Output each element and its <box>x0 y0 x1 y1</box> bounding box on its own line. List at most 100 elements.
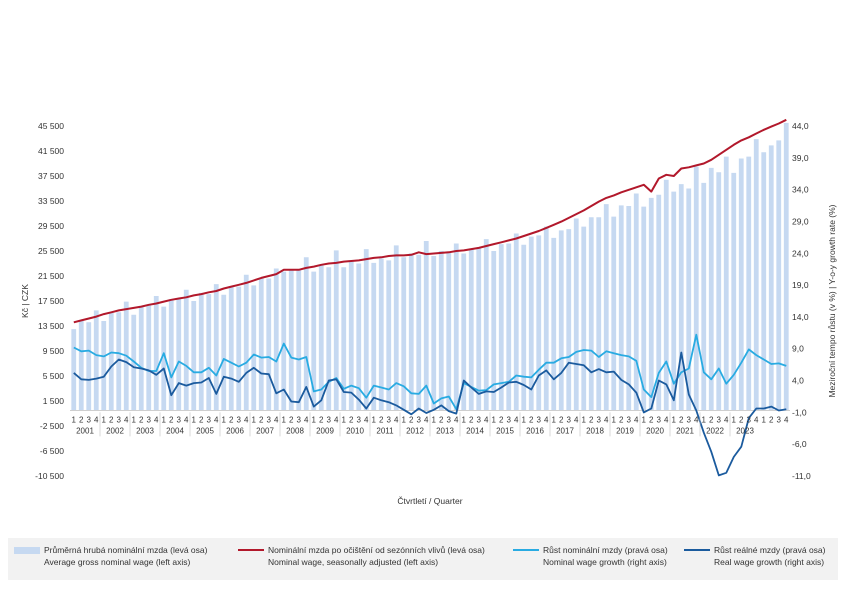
x-tick-year: 2007 <box>256 426 274 435</box>
chart-legend: Průměrná hrubá nominální mzda (levá osa)… <box>8 538 838 580</box>
bar-gross-wage <box>641 206 647 411</box>
y-tick-label-left: 1 500 <box>43 396 65 406</box>
y-tick-label-right: -1,0 <box>792 407 807 417</box>
y-axis-title-right: Meziroční tempo růstu (v %) | Y-o-y grow… <box>827 204 837 397</box>
x-tick-quarter: 3 <box>417 415 422 424</box>
y-tick-label-right: 24,0 <box>792 248 809 258</box>
x-tick-quarter: 3 <box>687 415 692 424</box>
y-axis-title-left: Kč | CZK <box>20 284 30 318</box>
x-tick-quarter: 3 <box>507 415 512 424</box>
bar-gross-wage <box>618 205 624 411</box>
x-tick-year: 2004 <box>166 426 184 435</box>
y-tick-label-left: 13 500 <box>38 321 64 331</box>
bar-gross-wage <box>236 286 242 411</box>
x-tick-quarter: 2 <box>289 415 294 424</box>
x-tick-quarter: 1 <box>252 415 257 424</box>
bar-gross-wage <box>431 256 437 411</box>
bar-gross-wage <box>446 251 452 411</box>
y-tick-label-left: 41 500 <box>38 146 64 156</box>
x-tick-quarter: 4 <box>94 415 99 424</box>
bar-gross-wage <box>251 285 257 411</box>
legend-label-cz: Růst nominální mzdy (pravá osa) <box>543 545 668 555</box>
bar-gross-wage <box>491 251 497 411</box>
bar-gross-wage <box>116 312 122 411</box>
bar-gross-wage <box>266 278 272 411</box>
bar-gross-wage <box>521 244 527 411</box>
bar-gross-wage <box>206 294 212 411</box>
x-tick-quarter: 3 <box>117 415 122 424</box>
x-tick-quarter: 2 <box>379 415 384 424</box>
x-tick-quarter: 4 <box>304 415 309 424</box>
bar-gross-wage <box>611 216 617 411</box>
legend-label: Růst reálné mzdy (pravá osa) Real wage g… <box>714 544 826 568</box>
y-tick-label-right: 4,0 <box>792 376 804 386</box>
x-tick-quarter: 1 <box>432 415 437 424</box>
x-tick-quarter: 3 <box>477 415 482 424</box>
legend-label: Nominální mzda po očištění od sezónních … <box>268 544 485 568</box>
x-tick-quarter: 3 <box>597 415 602 424</box>
bar-gross-wage <box>258 277 264 411</box>
x-tick-quarter: 2 <box>169 415 174 424</box>
x-tick-quarter: 2 <box>349 415 354 424</box>
bar-gross-wage <box>746 156 752 411</box>
bar-gross-wage <box>281 271 287 411</box>
x-tick-quarter: 4 <box>424 415 429 424</box>
x-tick-quarter: 3 <box>657 415 662 424</box>
legend-label-cz: Nominální mzda po očištění od sezónních … <box>268 545 485 555</box>
x-tick-quarter: 4 <box>334 415 339 424</box>
bar-gross-wage <box>603 204 609 411</box>
x-tick-quarter: 2 <box>679 415 684 424</box>
x-tick-year: 2010 <box>346 426 364 435</box>
bar-gross-wage <box>461 253 467 411</box>
bar-gross-wage <box>108 312 114 411</box>
bar-gross-wage <box>453 243 459 411</box>
x-tick-quarter: 2 <box>199 415 204 424</box>
x-tick-year: 2015 <box>496 426 514 435</box>
line-nominal-growth <box>73 333 787 411</box>
x-tick-quarter: 2 <box>649 415 654 424</box>
bar-gross-wage <box>243 274 249 411</box>
bar-gross-wage <box>768 145 774 411</box>
x-tick-quarter: 1 <box>672 415 677 424</box>
x-tick-quarter: 1 <box>642 415 647 424</box>
y-tick-label-right: 9,0 <box>792 344 804 354</box>
legend-swatch-bar <box>14 547 40 554</box>
bar-gross-wage <box>273 268 279 411</box>
x-tick-quarter: 3 <box>567 415 572 424</box>
x-tick-quarter: 4 <box>484 415 489 424</box>
legend-label-en: Average gross nominal wage (left axis) <box>44 557 191 567</box>
x-tick-quarter: 4 <box>154 415 159 424</box>
x-tick-quarter: 1 <box>732 415 737 424</box>
bar-gross-wage <box>303 257 309 411</box>
x-tick-quarter: 2 <box>589 415 594 424</box>
bar-gross-wage <box>401 257 407 411</box>
x-tick-quarter: 3 <box>447 415 452 424</box>
x-tick-quarter: 2 <box>259 415 264 424</box>
bar-gross-wage <box>686 188 692 411</box>
x-tick-quarter: 3 <box>237 415 242 424</box>
bar-gross-wage <box>716 172 722 411</box>
y-tick-label-right: 39,0 <box>792 153 809 163</box>
line-real-growth <box>73 351 787 477</box>
x-tick-quarter: 4 <box>664 415 669 424</box>
bar-gross-wage <box>663 179 669 411</box>
x-tick-year: 2008 <box>286 426 304 435</box>
bar-gross-wage <box>341 267 347 411</box>
bar-gross-wage <box>633 193 639 411</box>
x-tick-quarter: 2 <box>139 415 144 424</box>
bar-gross-wage <box>761 152 767 411</box>
y-tick-label-left: 17 500 <box>38 296 64 306</box>
x-tick-quarter: 3 <box>747 415 752 424</box>
x-tick-quarter: 3 <box>147 415 152 424</box>
x-tick-quarter: 3 <box>267 415 272 424</box>
x-tick-quarter: 2 <box>619 415 624 424</box>
x-tick-year: 2001 <box>76 426 94 435</box>
x-tick-quarter: 3 <box>627 415 632 424</box>
bar-gross-wage <box>581 226 587 411</box>
x-tick-year: 2022 <box>706 426 724 435</box>
bar-gross-wage <box>416 254 422 411</box>
bar-gross-wage <box>648 197 654 411</box>
bar-gross-wage <box>333 250 339 411</box>
x-tick-year: 2005 <box>196 426 214 435</box>
